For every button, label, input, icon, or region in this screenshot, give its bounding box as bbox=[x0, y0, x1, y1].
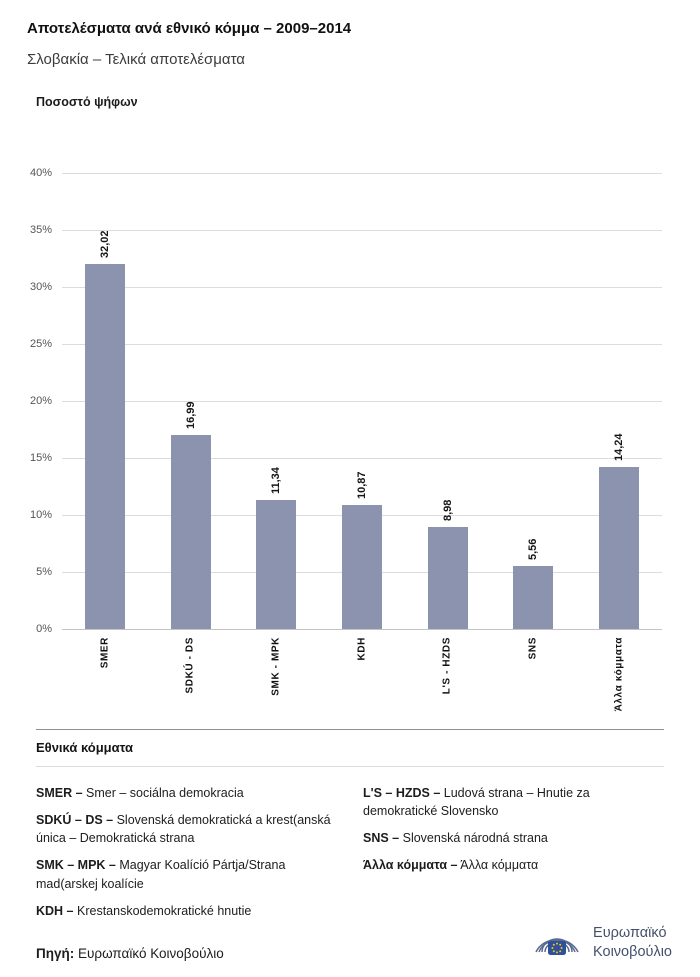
bar-Άλλα κόμματα[interactable] bbox=[599, 466, 640, 629]
gridline bbox=[62, 344, 662, 345]
gridline bbox=[62, 230, 662, 231]
legend-entry: SMK – MPK – Magyar Koalíció Pártja/Stran… bbox=[36, 856, 337, 892]
x-axis-label: SMK - MPK bbox=[270, 637, 282, 696]
legend-term: Άλλα κόμματα – bbox=[363, 858, 458, 873]
bar-value-label: 11,34 bbox=[270, 466, 283, 494]
page-subtitle: Σλοβακία – Τελικά αποτελέσματα bbox=[27, 51, 245, 68]
bar-value-label: 16,99 bbox=[184, 401, 197, 430]
legend-column: SMER – Smer – sociálna demokracia SDKÚ – … bbox=[36, 784, 337, 929]
legend-entry: SMER – Smer – sociálna demokracia bbox=[36, 784, 337, 802]
source-value: Ευρωπαϊκό Κοινοβούλιο bbox=[78, 946, 224, 961]
x-axis-label: SNS bbox=[527, 637, 539, 660]
y-tick-label: 0% bbox=[36, 623, 52, 635]
y-tick-label: 15% bbox=[29, 452, 52, 464]
legend-definition: Magyar Koalíció Pártja/Strana mad(arskej… bbox=[36, 858, 286, 891]
bar-slot: 16,99 SDKÚ - DS bbox=[148, 173, 234, 694]
legend-term: SMK – MPK – bbox=[36, 858, 116, 873]
legend-term: SNS – bbox=[363, 831, 400, 846]
legend-columns: SMER – Smer – sociálna demokracia SDKÚ – … bbox=[36, 767, 664, 929]
y-tick-label: 30% bbox=[29, 281, 52, 293]
y-tick-label: 5% bbox=[36, 566, 52, 578]
x-axis-label: SMER bbox=[98, 637, 110, 669]
header: Αποτελέσματα ανά εθνικό κόμμα – 2009–201… bbox=[0, 0, 700, 68]
y-tick-label: 25% bbox=[29, 338, 52, 350]
bar-slot: 8,98 L'S - HZDS bbox=[405, 173, 491, 694]
legend-term: KDH – bbox=[36, 903, 74, 918]
y-axis-title: Ποσοστό ψήφων bbox=[36, 95, 138, 109]
y-axis-ticks: 0% 5% 10% 15% 20% 25% 30% 35% 40% bbox=[0, 167, 62, 635]
gridline bbox=[62, 629, 662, 630]
bar-SDKÚ - DS[interactable] bbox=[170, 435, 211, 629]
chart: Ποσοστό ψήφων 0% 5% 10% 15% 20% 25% 30% 35% 40% … bbox=[0, 95, 700, 711]
bar-slot: 11,34 SMK - MPK bbox=[233, 173, 319, 696]
legend-heading: Εθνικά κόμματα bbox=[36, 730, 664, 767]
parliament-hemicycle-icon bbox=[529, 918, 585, 967]
legend-definition: Smer – sociálna demokracia bbox=[82, 786, 244, 800]
bar-KDH[interactable] bbox=[342, 505, 383, 629]
y-tick-label: 10% bbox=[29, 509, 52, 521]
y-tick-label: 40% bbox=[29, 167, 52, 179]
gridline bbox=[62, 287, 662, 288]
legend-entry: SDKÚ – DS – Slovenská demokratická a kre… bbox=[36, 811, 337, 847]
bar-SMER[interactable] bbox=[84, 263, 125, 629]
bar-value-label: 5,56 bbox=[527, 538, 540, 560]
bar-value-label: 14,24 bbox=[613, 433, 626, 461]
logo-text: Ευρωπαϊκό Κοινοβούλιο bbox=[593, 924, 672, 960]
bar-value-label: 10,87 bbox=[356, 471, 369, 500]
bar-slot: 5,56 SNS bbox=[491, 173, 577, 659]
logo-text-line1: Ευρωπαϊκό bbox=[593, 925, 667, 942]
logo-text-line2: Κοινοβούλιο bbox=[593, 943, 672, 960]
x-axis-label: SDKÚ - DS bbox=[184, 637, 196, 694]
footer: Πηγή: Ευρωπαϊκό Κοινοβούλιο bbox=[0, 917, 700, 977]
bars-row: 32,02 SMER 16,99 SDKÚ - DS 11,34 SMK - MPK 10,… bbox=[62, 173, 662, 711]
bar-slot: 32,02 SMER bbox=[62, 173, 148, 668]
bar-slot: 10,87 KDH bbox=[319, 173, 405, 660]
legend-entry: KDH – Krestanskodemokratické hnutie bbox=[36, 902, 337, 920]
bar-L'S - HZDS[interactable] bbox=[427, 526, 468, 629]
legend-term: SMER – bbox=[36, 786, 83, 800]
bar-SMK - MPK[interactable] bbox=[256, 499, 297, 629]
bar-value-label: 32,02 bbox=[98, 230, 111, 258]
x-axis-label: KDH bbox=[356, 637, 368, 661]
x-axis-label: Άλλα κόμματα bbox=[613, 637, 625, 712]
legend-term: SDKÚ – DS – bbox=[36, 813, 114, 828]
legend-entry: SNS – Slovenská národná strana bbox=[363, 829, 664, 847]
legend-definition: Άλλα κόμματα bbox=[457, 858, 539, 873]
source-line: Πηγή: Ευρωπαϊκό Κοινοβούλιο bbox=[36, 946, 224, 961]
bar-value-label: 8,98 bbox=[441, 499, 454, 521]
source-label: Πηγή: bbox=[36, 946, 75, 961]
gridline bbox=[62, 173, 662, 174]
chart-area: 0% 5% 10% 15% 20% 25% 30% 35% 40% 32,02 SMER 16,99… bbox=[0, 167, 700, 711]
x-axis-label: L'S - HZDS bbox=[441, 637, 453, 695]
gridline bbox=[62, 458, 662, 459]
y-tick-label: 20% bbox=[29, 395, 52, 407]
european-parliament-logo: Ευρωπαϊκό Κοινοβούλιο bbox=[529, 918, 672, 967]
legend-term: L'S – HZDS – bbox=[363, 786, 441, 800]
legend-entry: L'S – HZDS – Ludová strana – Hnutie za d… bbox=[363, 784, 664, 820]
gridline bbox=[62, 401, 662, 402]
bar-SNS[interactable] bbox=[513, 565, 554, 629]
legend-definition: Ludová strana – Hnutie za demokratické S… bbox=[363, 786, 590, 819]
legend-entry: Άλλα κόμματα – Άλλα κόμματα bbox=[363, 856, 664, 874]
y-tick-label: 35% bbox=[29, 224, 52, 236]
plot-area: 32,02 SMER 16,99 SDKÚ - DS 11,34 SMK - MPK 10,… bbox=[62, 173, 662, 711]
legend-definition: Slovenská demokratická a krest(anská úni… bbox=[36, 813, 331, 846]
bar-slot: 14,24 Άλλα κόμματα bbox=[576, 173, 662, 711]
legend-definition: Slovenská národná strana bbox=[399, 831, 548, 846]
legend: Εθνικά κόμματα SMER – Smer – sociálna de… bbox=[36, 729, 664, 929]
legend-definition: Krestanskodemokratické hnutie bbox=[73, 903, 252, 918]
legend-column: L'S – HZDS – Ludová strana – Hnutie za d… bbox=[363, 784, 664, 929]
page-title: Αποτελέσματα ανά εθνικό κόμμα – 2009–201… bbox=[27, 20, 352, 37]
